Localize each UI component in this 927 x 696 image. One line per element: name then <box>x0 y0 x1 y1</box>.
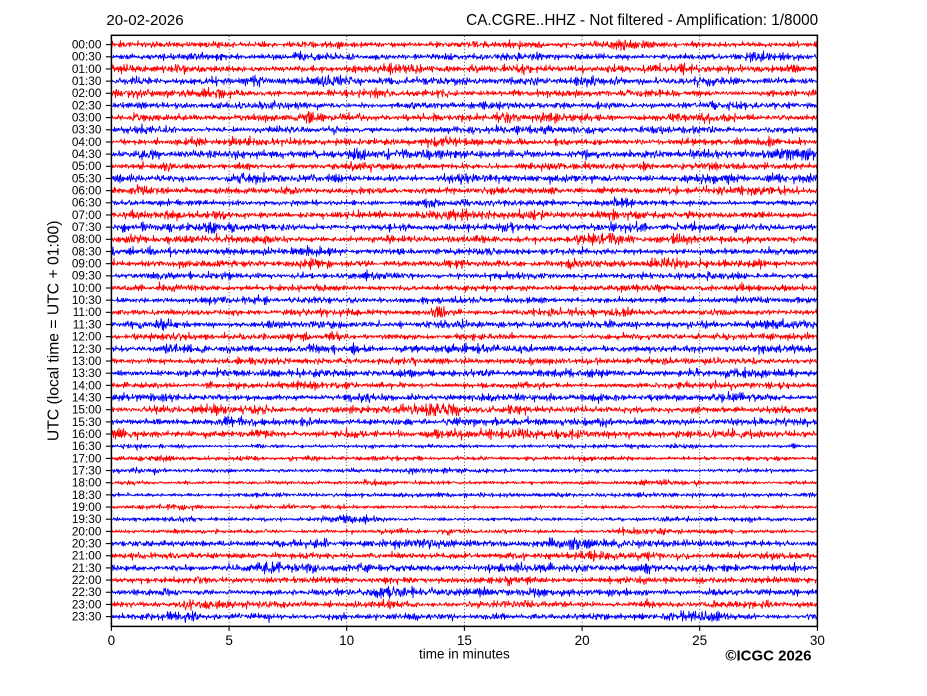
svg-text:10:00: 10:00 <box>72 281 102 295</box>
svg-text:23:30: 23:30 <box>72 609 102 623</box>
svg-text:17:00: 17:00 <box>72 451 102 465</box>
svg-text:03:00: 03:00 <box>72 111 102 125</box>
svg-text:19:30: 19:30 <box>72 512 102 526</box>
svg-text:23:00: 23:00 <box>72 597 102 611</box>
svg-text:20: 20 <box>575 633 590 648</box>
svg-text:10: 10 <box>339 633 354 648</box>
svg-text:04:30: 04:30 <box>72 147 102 161</box>
svg-text:22:30: 22:30 <box>72 585 102 599</box>
svg-text:07:00: 07:00 <box>72 208 102 222</box>
svg-text:UTC (local time = UTC + 01:00): UTC (local time = UTC + 01:00) <box>46 221 63 442</box>
svg-text:14:00: 14:00 <box>72 378 102 392</box>
svg-text:19:00: 19:00 <box>72 500 102 514</box>
svg-text:©ICGC 2026: ©ICGC 2026 <box>725 648 811 665</box>
svg-text:06:30: 06:30 <box>72 196 102 210</box>
svg-text:20-02-2026: 20-02-2026 <box>106 12 183 29</box>
svg-text:04:00: 04:00 <box>72 135 102 149</box>
svg-text:05:00: 05:00 <box>72 159 102 173</box>
svg-text:02:00: 02:00 <box>72 86 102 100</box>
svg-text:10:30: 10:30 <box>72 293 102 307</box>
svg-text:08:00: 08:00 <box>72 232 102 246</box>
svg-text:08:30: 08:30 <box>72 244 102 258</box>
svg-text:CA.CGRE..HHZ - Not filtered -: CA.CGRE..HHZ - Not filtered - Amplificat… <box>466 12 818 29</box>
svg-text:13:00: 13:00 <box>72 354 102 368</box>
svg-text:17:30: 17:30 <box>72 463 102 477</box>
svg-text:15: 15 <box>457 633 472 648</box>
svg-text:18:30: 18:30 <box>72 488 102 502</box>
svg-text:05:30: 05:30 <box>72 171 102 185</box>
svg-text:11:30: 11:30 <box>73 317 102 331</box>
svg-text:25: 25 <box>692 633 707 648</box>
svg-text:20:30: 20:30 <box>72 536 102 550</box>
svg-text:11:00: 11:00 <box>73 305 102 319</box>
svg-text:12:30: 12:30 <box>72 342 102 356</box>
svg-text:time in minutes: time in minutes <box>419 647 510 662</box>
svg-text:0: 0 <box>108 633 116 648</box>
svg-text:09:30: 09:30 <box>72 269 102 283</box>
svg-text:01:30: 01:30 <box>72 74 102 88</box>
svg-text:07:30: 07:30 <box>72 220 102 234</box>
svg-text:02:30: 02:30 <box>72 98 102 112</box>
svg-text:00:00: 00:00 <box>72 38 102 52</box>
svg-text:06:00: 06:00 <box>72 184 102 198</box>
svg-text:15:30: 15:30 <box>72 415 102 429</box>
svg-text:5: 5 <box>225 633 233 648</box>
svg-text:16:00: 16:00 <box>72 427 102 441</box>
svg-text:21:30: 21:30 <box>72 561 102 575</box>
svg-text:03:30: 03:30 <box>72 123 102 137</box>
svg-text:00:30: 00:30 <box>72 50 102 64</box>
svg-text:16:30: 16:30 <box>72 439 102 453</box>
svg-text:15:00: 15:00 <box>72 403 102 417</box>
svg-text:22:00: 22:00 <box>72 573 102 587</box>
svg-text:14:30: 14:30 <box>72 390 102 404</box>
svg-text:18:00: 18:00 <box>72 476 102 490</box>
svg-text:30: 30 <box>810 633 825 648</box>
svg-text:09:00: 09:00 <box>72 257 102 271</box>
svg-text:21:00: 21:00 <box>72 549 102 563</box>
svg-text:20:00: 20:00 <box>72 524 102 538</box>
svg-text:13:30: 13:30 <box>72 366 102 380</box>
svg-text:01:00: 01:00 <box>72 62 102 76</box>
svg-text:12:00: 12:00 <box>72 330 102 344</box>
